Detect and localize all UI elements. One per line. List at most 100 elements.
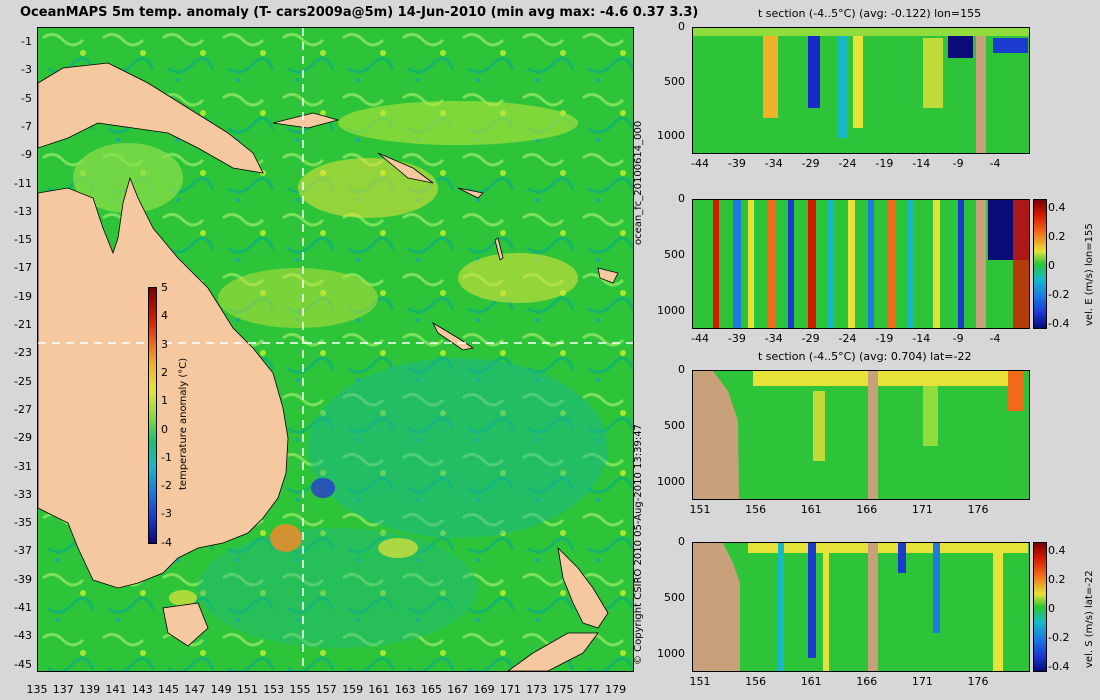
section-4-x-tick: 156	[745, 675, 767, 688]
section-1-depth-tick: 1000	[657, 129, 685, 143]
longitude-tick-label: 137	[52, 683, 74, 696]
section-4-colorbar-tick: 0	[1048, 602, 1055, 615]
section-4-velocity-south[interactable]	[692, 542, 1030, 672]
anomaly-map[interactable]	[37, 27, 634, 672]
temperature-colorbar-tick: -3	[161, 507, 172, 521]
section-1-x-tick: -29	[801, 157, 820, 170]
velocity-east-label: vel. E (m/s) lon=155	[1084, 223, 1095, 326]
latitude-tick-label: -11	[14, 176, 32, 190]
longitude-tick-label: 175	[552, 683, 574, 696]
section-4-x-tick: 151	[689, 675, 711, 688]
latitude-tick-label: -19	[14, 289, 32, 303]
latitude-tick-label: -9	[21, 148, 32, 162]
section-3-temperature-lat[interactable]	[692, 370, 1030, 500]
section-4-depth-tick: 1000	[657, 646, 685, 660]
section-2-depth-tick: 500	[664, 247, 685, 261]
section-3-depth-tick: 500	[664, 418, 685, 432]
section-4-colorbar-tick: -0.2	[1048, 631, 1070, 644]
longitude-tick-label: 161	[368, 683, 390, 696]
temperature-colorbar-tick: -1	[161, 450, 172, 464]
section-2-x-tick: -34	[764, 332, 783, 345]
section-3-x-tick: 171	[911, 503, 933, 516]
longitude-tick-label: 169	[473, 683, 495, 696]
section-2-velocity-east[interactable]	[692, 199, 1030, 329]
latitude-tick-label: -17	[14, 261, 32, 275]
velocity-east-colorbar	[1033, 199, 1047, 329]
section-1-x-tick: -4	[989, 157, 1001, 170]
temperature-colorbar-tick: -4	[161, 535, 172, 549]
latitude-tick-label: -25	[14, 374, 32, 388]
longitude-tick-label: 153	[263, 683, 285, 696]
longitude-tick-label: 145	[158, 683, 179, 696]
longitude-tick-label: 155	[289, 683, 311, 696]
latitude-tick-label: -37	[14, 544, 32, 558]
temperature-colorbar-tick: 0	[161, 422, 168, 436]
latitude-tick-label: -15	[14, 233, 32, 247]
section-1-depth-tick: 500	[664, 74, 685, 88]
map-title: OceanMAPS 5m temp. anomaly (T- cars2009a…	[20, 5, 699, 20]
section-4-depth-tick: 0	[678, 535, 685, 548]
longitude-tick-label: 147	[184, 683, 206, 696]
latitude-tick-label: -5	[21, 91, 32, 105]
section-2-x-tick: -9	[952, 332, 964, 345]
longitude-tick-label: 141	[105, 683, 127, 696]
section-4-colorbar-tick: -0.4	[1048, 660, 1070, 673]
latitude-tick-label: -45	[14, 657, 32, 671]
section-1-x-tick: -19	[875, 157, 894, 170]
longitude-tick-label: 139	[79, 683, 101, 696]
longitude-tick-label: 171	[499, 683, 521, 696]
section-2-colorbar-tick: -0.2	[1048, 288, 1070, 301]
temperature-colorbar-tick: 5	[161, 281, 168, 294]
latitude-tick-label: -27	[14, 402, 32, 416]
section-2-x-tick: -39	[727, 332, 746, 345]
longitude-tick-label: 163	[394, 683, 416, 696]
temperature-colorbar-tick: 1	[161, 394, 168, 408]
section-1-x-tick: -9	[952, 157, 964, 170]
latitude-tick-label: -33	[14, 487, 32, 501]
longitude-tick-label: 165	[421, 683, 442, 696]
temperature-colorbar-label: temperature anomaly (°C)	[178, 357, 189, 490]
section-2-depth-tick: 0	[678, 192, 685, 205]
latitude-tick-label: -7	[21, 119, 32, 133]
latitude-tick-label: -43	[14, 629, 32, 643]
section-3-x-tick: 151	[689, 503, 711, 516]
section-2-colorbar-tick: -0.4	[1048, 317, 1070, 330]
section-3-depth-tick: 1000	[657, 474, 685, 488]
section-4-x-tick: 161	[800, 675, 822, 688]
section-2-colorbar-tick: 0	[1048, 259, 1055, 272]
latitude-tick-label: -41	[14, 601, 32, 614]
temperature-colorbar-tick: 3	[161, 337, 168, 351]
latitude-tick-label: -29	[14, 431, 32, 445]
section-2-x-tick: -19	[875, 332, 894, 345]
section-2-x-tick: -4	[989, 332, 1001, 345]
longitude-tick-label: 167	[447, 683, 469, 696]
longitude-tick-label: 143	[131, 683, 153, 696]
section-1-title: t section (-4..5°C) (avg: -0.122) lon=15…	[758, 7, 982, 20]
run-label: ocean_fc_20100614_000	[633, 120, 644, 245]
latitude-tick-label: -21	[14, 318, 32, 331]
longitude-tick-label: 149	[210, 683, 232, 696]
longitude-tick-label: 135	[26, 683, 48, 696]
latitude-tick-label: -31	[14, 459, 32, 473]
section-2-x-tick: -29	[801, 332, 820, 345]
longitude-tick-label: 179	[605, 683, 627, 696]
longitude-tick-label: 159	[342, 683, 364, 696]
temperature-colorbar-tick: 2	[161, 365, 168, 379]
temperature-colorbar-tick: -2	[161, 479, 172, 493]
section-2-colorbar-tick: 0.2	[1048, 230, 1066, 243]
section-1-x-tick: -34	[764, 157, 783, 170]
temperature-colorbar	[148, 287, 157, 544]
longitude-tick-label: 173	[526, 683, 548, 696]
latitude-tick-label: -3	[21, 63, 32, 77]
copyright-text: © Copyright CSIRO 2010 05-Aug-2010 13:39…	[633, 424, 644, 665]
velocity-south-colorbar	[1033, 542, 1047, 672]
section-4-depth-tick: 500	[664, 590, 685, 604]
longitude-tick-label: 151	[236, 683, 258, 696]
latitude-tick-label: -13	[14, 204, 32, 218]
section-3-x-tick: 156	[745, 503, 767, 516]
section-2-x-tick: -24	[838, 332, 857, 345]
section-1-temperature-lon[interactable]	[692, 27, 1030, 154]
section-4-x-tick: 166	[856, 675, 878, 688]
longitude-tick-label: 177	[578, 683, 600, 696]
latitude-tick-label: -23	[14, 346, 32, 360]
